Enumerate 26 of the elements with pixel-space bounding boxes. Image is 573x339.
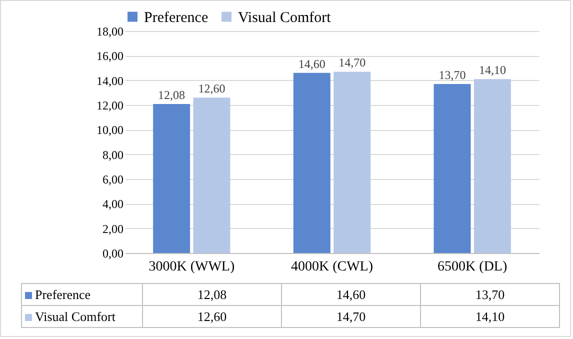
data-label: 14,60 <box>282 284 420 306</box>
text: Visual Comfort <box>35 308 116 324</box>
y-tick-label: 12,00 <box>96 98 124 112</box>
text: 14,60 <box>298 56 326 71</box>
y-tick-label: 2,00 <box>102 222 124 236</box>
data-label: 14,70 <box>282 306 420 328</box>
data-label: 14,10 <box>420 306 560 328</box>
data-label: 12,60 <box>142 306 282 328</box>
legend-label: Preference <box>144 10 208 26</box>
text: 12,60 <box>198 82 226 96</box>
y-tick-label: 18,00 <box>96 24 124 38</box>
data-label: 12,08 <box>142 284 282 306</box>
y-tick-label: 10,00 <box>96 123 124 138</box>
legend-label: Visual Comfort <box>238 10 332 26</box>
y-tick-label: 8,00 <box>102 148 124 162</box>
y-tick-label: 0,00 <box>102 246 124 260</box>
text: 14,10 <box>478 63 506 78</box>
text: 14,70 <box>338 56 366 70</box>
y-tick-label: 14,00 <box>96 74 124 88</box>
y-tick-label: 16,00 <box>96 49 124 64</box>
data-label: 13,70 <box>420 284 560 306</box>
y-tick-label: 6,00 <box>102 172 124 186</box>
text: 13,70 <box>438 68 466 82</box>
y-tick-label: 4,00 <box>102 197 124 212</box>
text: Preference <box>35 286 91 302</box>
text: 12,08 <box>158 88 186 102</box>
